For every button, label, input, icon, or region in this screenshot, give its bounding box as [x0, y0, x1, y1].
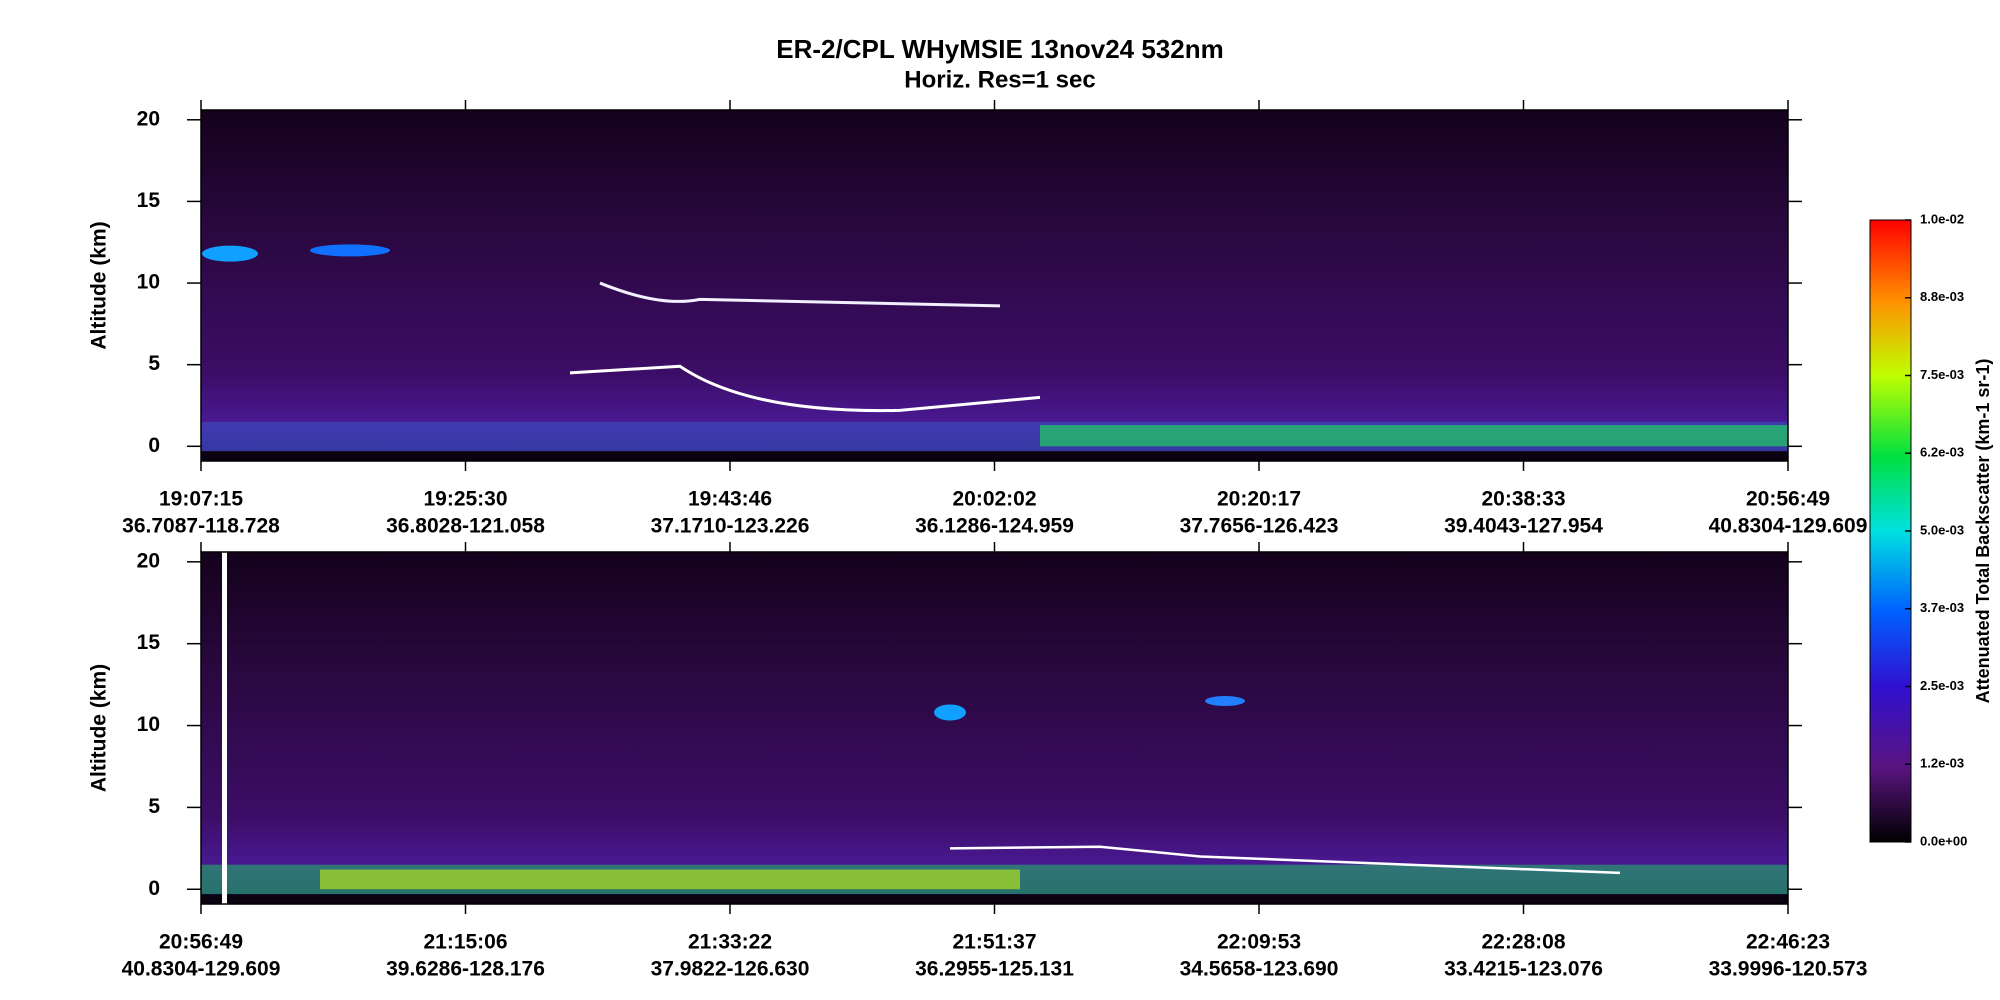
x-tick-time: 22:46:23 [1746, 931, 1830, 954]
y-tick-label: 20 [137, 549, 160, 572]
y-tick-label: 10 [137, 271, 160, 294]
colorbar-tick-label: 7.5e-03 [1920, 367, 1964, 382]
y-tick-label: 0 [148, 877, 160, 900]
x-tick-location: 33.4215-123.076 [1444, 958, 1603, 981]
colorbar-tick-label: 1.2e-03 [1920, 756, 1964, 771]
x-tick-time: 22:09:53 [1217, 931, 1301, 954]
ground [201, 894, 1788, 904]
x-tick-location: 36.7087-118.728 [122, 515, 280, 538]
cloud [569, 364, 1041, 413]
x-tick-location: 36.8028-121.058 [386, 515, 545, 538]
cloud [949, 845, 1621, 875]
x-tick-time: 21:51:37 [952, 931, 1036, 954]
x-tick-location: 34.5658-123.690 [1180, 958, 1339, 981]
colorbar-tick-label: 0.0e+00 [1920, 833, 1967, 848]
x-tick-time: 20:56:49 [159, 931, 243, 954]
cloud [599, 281, 1001, 308]
cloud [934, 704, 966, 721]
x-tick-location: 37.9822-126.630 [651, 958, 810, 981]
x-tick-location: 37.7656-126.423 [1180, 515, 1339, 538]
x-tick-location: 33.9996-120.573 [1709, 958, 1868, 981]
x-tick-location: 36.2955-125.131 [915, 958, 1074, 981]
y-axis-label: Altitude (km) [88, 221, 111, 349]
surface-layer [320, 869, 1020, 890]
curtain [201, 552, 1788, 904]
x-tick-location: 39.6286-128.176 [386, 958, 545, 981]
y-tick-label: 20 [137, 107, 160, 130]
x-tick-location: 39.4043-127.954 [1444, 515, 1603, 538]
y-tick-label: 15 [137, 189, 161, 212]
colorbar-tick-label: 3.7e-03 [1920, 600, 1964, 615]
y-axis-label: Altitude (km) [88, 664, 111, 792]
x-tick-location: 40.8304-129.609 [122, 958, 281, 981]
colorbar [1869, 219, 1912, 843]
surface-layer [1040, 425, 1788, 447]
data-gap [222, 552, 227, 904]
chart-subtitle: Horiz. Res=1 sec [904, 66, 1095, 93]
y-tick-label: 5 [148, 795, 160, 818]
colorbar-label: Attenuated Total Backscatter (km-1 sr-1) [1973, 359, 1993, 704]
cloud [202, 245, 258, 262]
x-tick-time: 20:38:33 [1481, 488, 1565, 511]
x-tick-location: 36.1286-124.959 [915, 515, 1074, 538]
x-tick-location: 40.8304-129.609 [1709, 515, 1868, 538]
x-tick-time: 19:07:15 [159, 488, 243, 511]
chart-title: ER-2/CPL WHyMSIE 13nov24 532nm [776, 34, 1223, 64]
colorbar-tick-label: 1.0e-02 [1920, 211, 1964, 226]
ground [201, 451, 1788, 461]
y-tick-label: 5 [148, 352, 160, 375]
y-tick-label: 15 [137, 631, 161, 654]
x-tick-time: 20:20:17 [1217, 488, 1301, 511]
x-tick-time: 21:15:06 [423, 931, 507, 954]
cloud [310, 244, 390, 257]
curtain [201, 110, 1788, 461]
x-tick-time: 20:02:02 [952, 488, 1036, 511]
cloud [1205, 695, 1245, 706]
x-tick-location: 37.1710-123.226 [651, 515, 810, 538]
x-tick-time: 21:33:22 [688, 931, 772, 954]
y-tick-label: 10 [137, 713, 160, 736]
x-tick-time: 19:43:46 [688, 488, 772, 511]
y-tick-label: 0 [148, 434, 160, 457]
colorbar-tick-label: 2.5e-03 [1920, 678, 1964, 693]
x-tick-time: 22:28:08 [1481, 931, 1565, 954]
colorbar-tick-label: 6.2e-03 [1920, 445, 1964, 460]
colorbar-tick-label: 5.0e-03 [1920, 522, 1964, 537]
colorbar-tick-label: 8.8e-03 [1920, 289, 1964, 304]
x-tick-time: 19:25:30 [423, 488, 507, 511]
x-tick-time: 20:56:49 [1746, 488, 1830, 511]
